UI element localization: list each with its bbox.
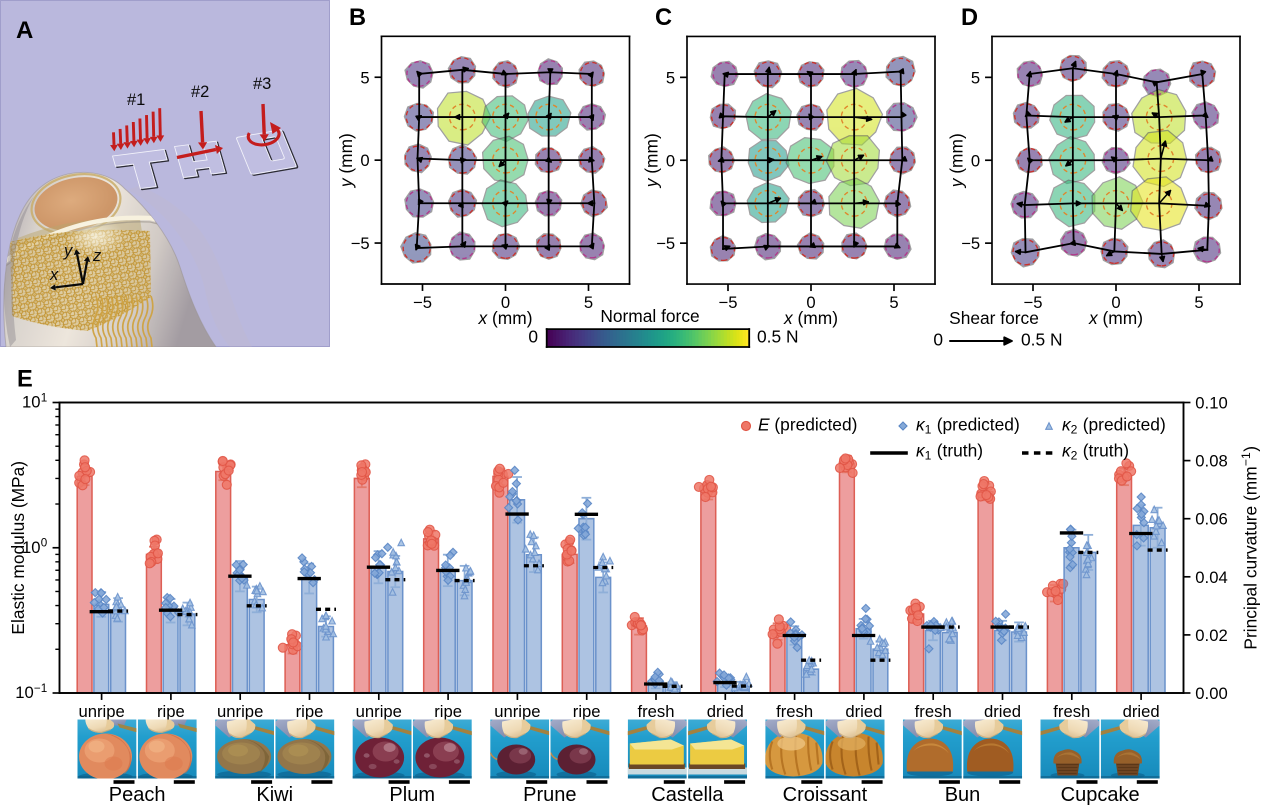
- svg-text:fresh: fresh: [915, 702, 952, 721]
- svg-text:0: 0: [666, 151, 675, 170]
- svg-text:−5: −5: [961, 234, 980, 253]
- svg-text:5: 5: [584, 293, 593, 312]
- svg-text:0.5 N: 0.5 N: [757, 326, 799, 346]
- svg-text:Prune: Prune: [523, 784, 576, 806]
- svg-text:fresh: fresh: [637, 702, 674, 721]
- svg-text:0: 0: [501, 293, 510, 312]
- svg-text:unripe: unripe: [78, 702, 124, 721]
- svg-text:dried: dried: [1123, 702, 1160, 721]
- svg-text:0.00: 0.00: [1195, 684, 1227, 703]
- svg-text:fresh: fresh: [776, 702, 813, 721]
- svg-text:ripe: ripe: [573, 702, 601, 721]
- svg-text:x ( m: x ( m m ): [783, 304, 838, 329]
- svg-text:x ( m: x ( m m ): [478, 304, 533, 329]
- svg-text:x ( m: x ( m m ): [1088, 304, 1143, 329]
- svg-text:−5: −5: [719, 293, 738, 312]
- svg-text:0.08: 0.08: [1195, 452, 1227, 471]
- svg-text:1 0 1: 1 0 1: [22, 387, 47, 412]
- svg-text:−5: −5: [656, 234, 675, 253]
- svg-text:x: x: [49, 266, 59, 284]
- svg-text:ripe: ripe: [434, 702, 462, 721]
- svg-text:0.5 N: 0.5 N: [1021, 329, 1063, 349]
- svg-text:−5: −5: [351, 234, 370, 253]
- svg-text:#3: #3: [253, 75, 271, 93]
- svg-text:C: C: [655, 5, 672, 31]
- svg-text:Elastic modulus (MPa): Elastic modulus (MPa): [8, 461, 28, 635]
- svg-text:−5: −5: [1024, 293, 1043, 312]
- svg-text:y: y: [63, 242, 74, 260]
- svg-text:y ( m: y ( m m ): [942, 133, 967, 188]
- svg-text:κ 2 ( p: κ 2 ( p r e d i c t e d ): [1062, 411, 1166, 439]
- svg-text:0: 0: [806, 293, 815, 312]
- svg-text:0.02: 0.02: [1195, 626, 1227, 645]
- svg-text:0.06: 0.06: [1195, 510, 1227, 529]
- svg-text:fresh: fresh: [1053, 702, 1090, 721]
- svg-text:Cupcake: Cupcake: [1061, 784, 1140, 806]
- svg-text:A: A: [16, 17, 33, 44]
- svg-text:P r i n: P r i n c i p a l c u r v a t u r e ( m …: [1230, 440, 1262, 649]
- svg-text:Croissant: Croissant: [783, 784, 868, 806]
- svg-text:Bun: Bun: [945, 784, 981, 806]
- svg-text:unripe: unripe: [217, 702, 263, 721]
- svg-text:κ 1 ( p: κ 1 ( p r e d i c t e d ): [916, 411, 1020, 439]
- svg-text:Kiwi: Kiwi: [256, 784, 293, 806]
- svg-text:dried: dried: [984, 702, 1021, 721]
- svg-text:0: 0: [1111, 293, 1120, 312]
- svg-text:dried: dried: [707, 702, 744, 721]
- svg-text:y ( m: y ( m m ): [332, 133, 357, 188]
- svg-text:5: 5: [1194, 293, 1203, 312]
- svg-text:ripe: ripe: [157, 702, 185, 721]
- svg-text:5: 5: [666, 68, 675, 87]
- svg-text:1 0 0: 1 0 0: [22, 533, 48, 558]
- svg-text:#1: #1: [127, 91, 145, 109]
- svg-text:κ 2 ( t: κ 2 ( t r u t h ): [1062, 437, 1129, 465]
- svg-text:Shear force: Shear force: [949, 308, 1039, 328]
- svg-text:κ 1 ( t: κ 1 ( t r u t h ): [916, 437, 983, 465]
- svg-text:E: E: [17, 367, 33, 393]
- svg-text:Plum: Plum: [389, 784, 435, 806]
- svg-text:unripe: unripe: [356, 702, 402, 721]
- svg-text:5: 5: [889, 293, 898, 312]
- svg-text:5: 5: [971, 68, 980, 87]
- svg-text:0: 0: [528, 326, 538, 346]
- svg-text:0: 0: [971, 151, 980, 170]
- svg-text:0: 0: [933, 329, 943, 349]
- svg-text:ripe: ripe: [296, 702, 324, 721]
- svg-text:#2: #2: [191, 83, 209, 101]
- svg-text:Castella: Castella: [651, 784, 724, 806]
- svg-text:z: z: [92, 247, 102, 265]
- svg-text:Normal force: Normal force: [600, 306, 699, 326]
- svg-text:y ( m: y ( m m ): [637, 133, 662, 188]
- svg-text:−5: −5: [413, 293, 432, 312]
- svg-text:Peach: Peach: [109, 784, 166, 806]
- svg-text:B: B: [349, 5, 366, 31]
- svg-text:0.10: 0.10: [1195, 394, 1227, 413]
- svg-text:5: 5: [360, 68, 369, 87]
- svg-text:0.04: 0.04: [1195, 568, 1227, 587]
- svg-text:unripe: unripe: [494, 702, 540, 721]
- svg-text:E ( p r: E ( p r e d i c t e d ): [758, 411, 857, 436]
- svg-text:1 0 −: 1 0 − 1: [15, 672, 47, 703]
- svg-text:dried: dried: [845, 702, 882, 721]
- svg-text:D: D: [961, 5, 978, 31]
- svg-text:0: 0: [360, 151, 369, 170]
